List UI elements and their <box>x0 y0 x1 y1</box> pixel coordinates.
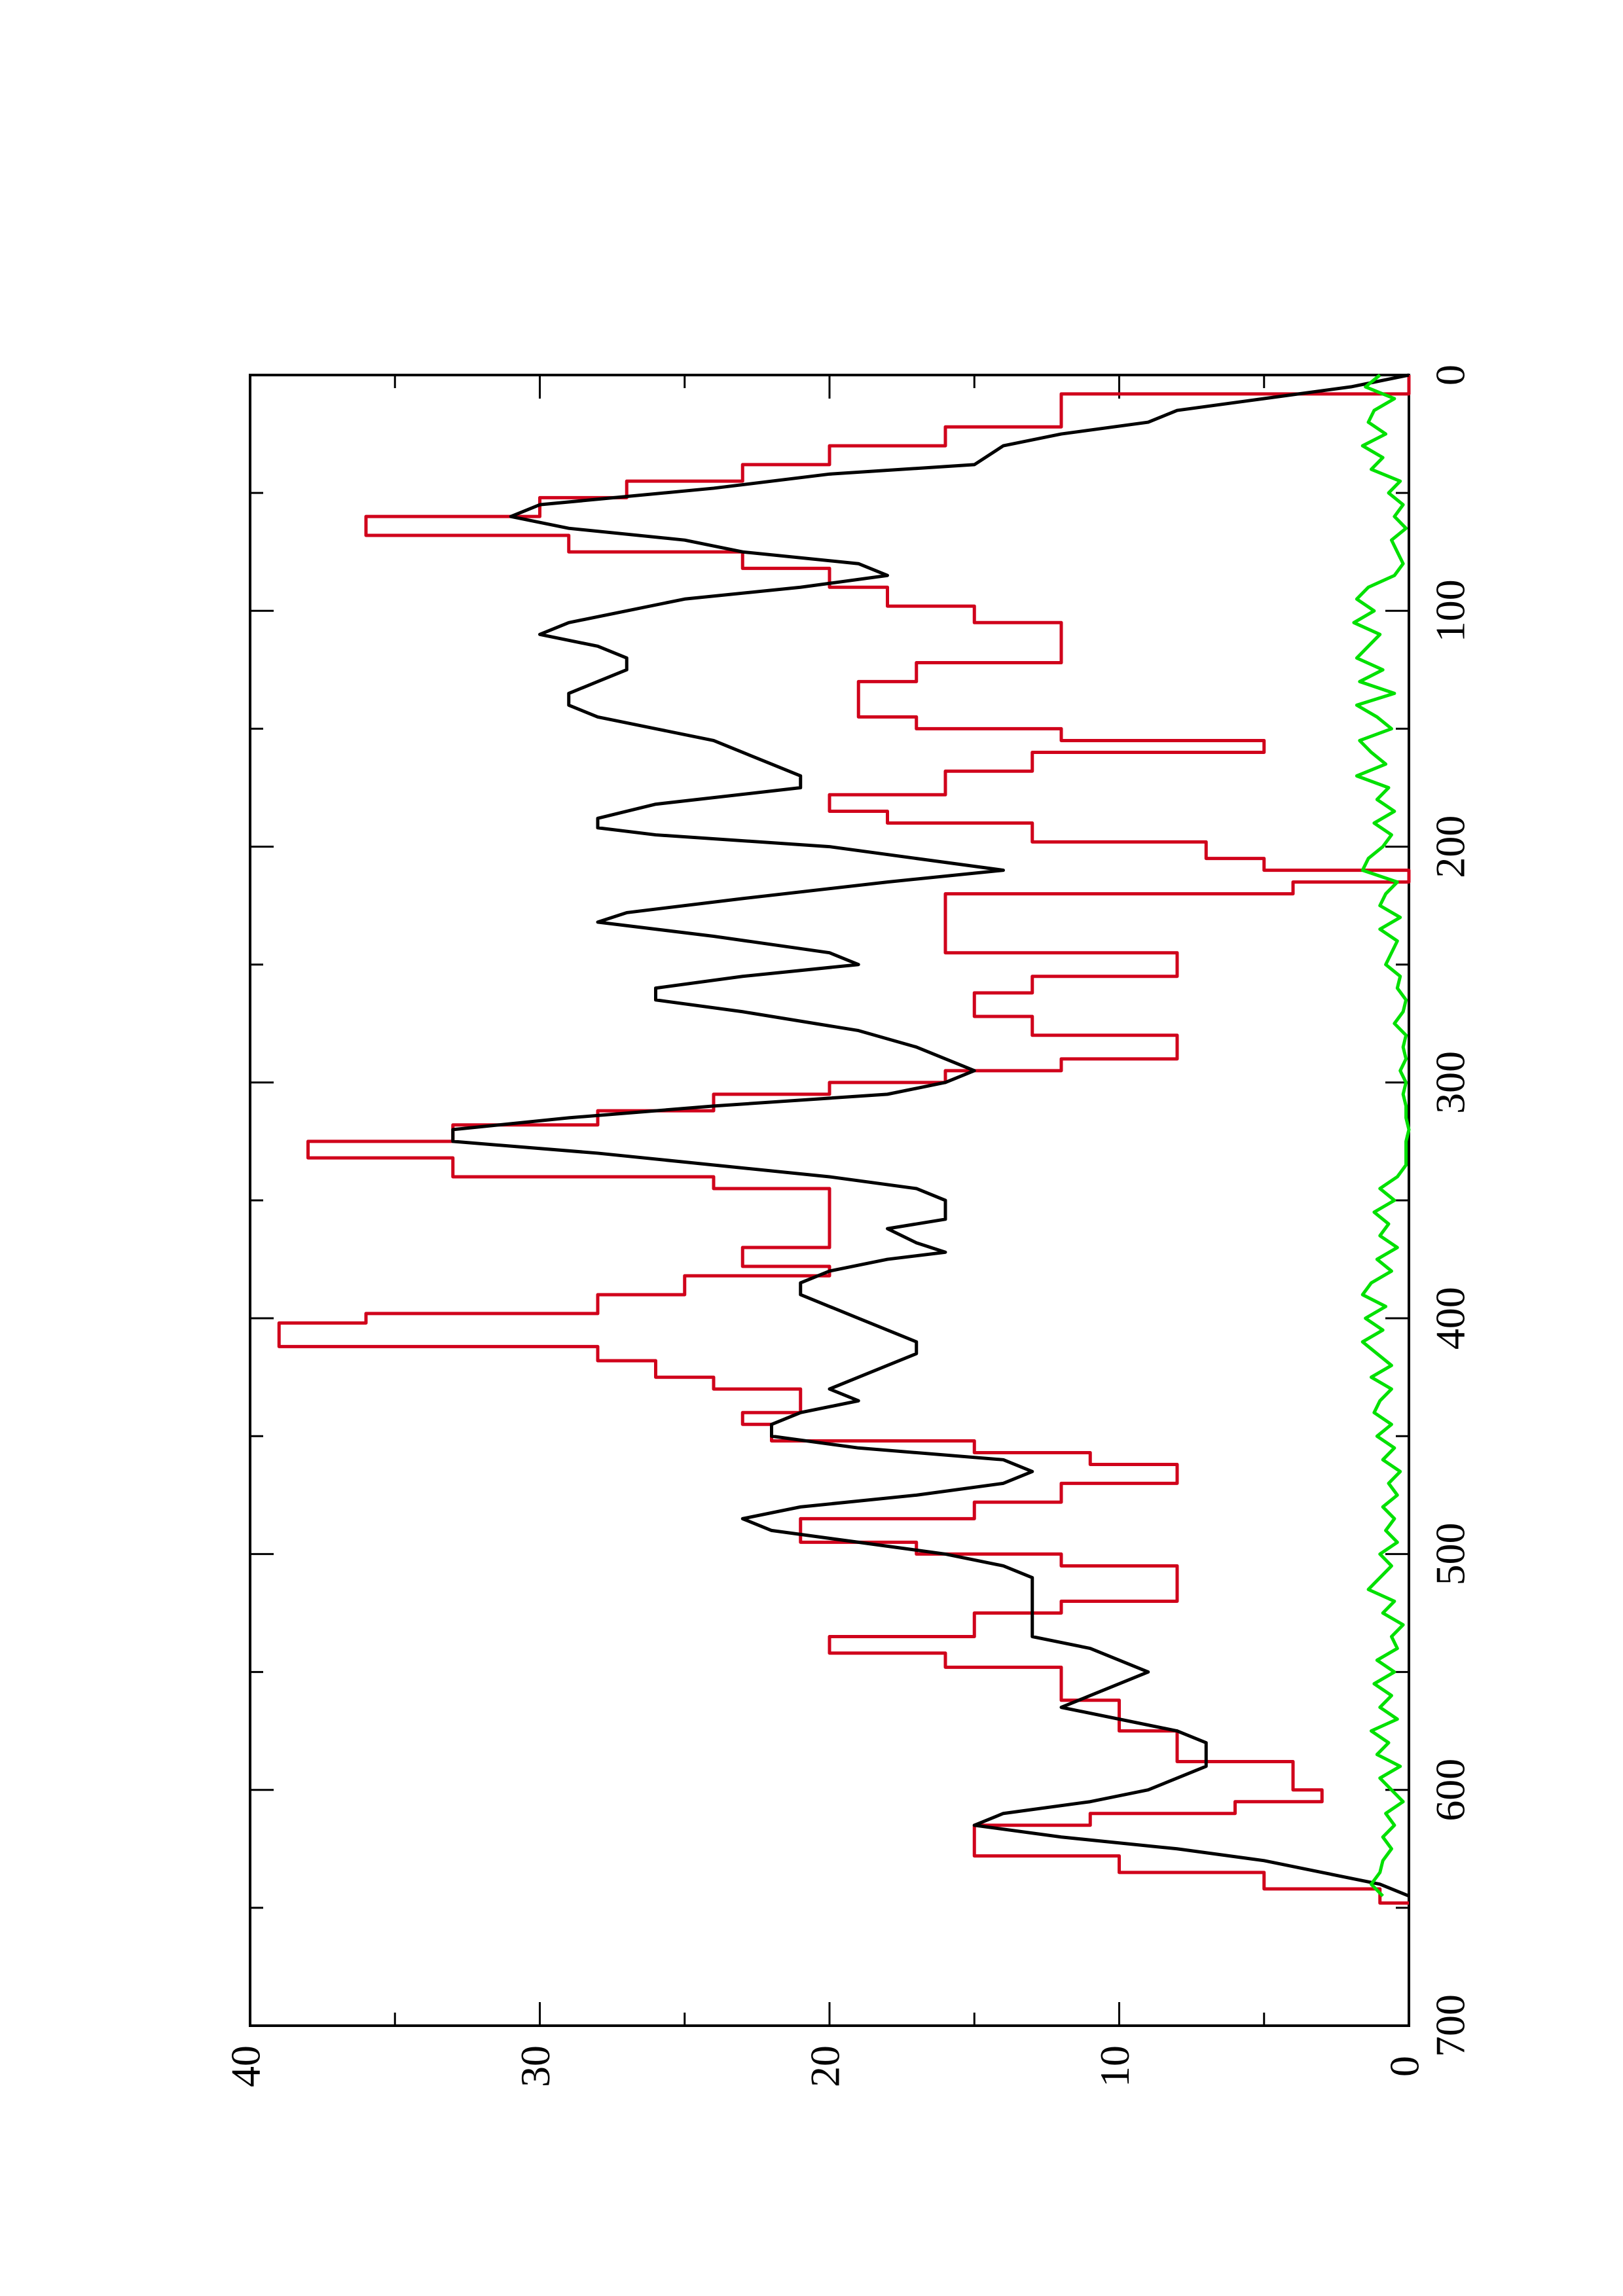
x-tick-label: 400 <box>1427 1287 1474 1350</box>
series-line-2 <box>451 373 1410 1898</box>
x-tick-label: 500 <box>1427 1522 1474 1585</box>
series-line-3 <box>1352 374 1411 1897</box>
x-tick-label: 0 <box>1427 365 1474 386</box>
x-tick-label: 200 <box>1427 816 1474 878</box>
y-tick-label: 0 <box>1381 2056 1428 2077</box>
y-tick-label: 30 <box>512 2045 558 2087</box>
x-tick-label: 300 <box>1427 1051 1474 1114</box>
y-tick-label: 40 <box>223 2045 269 2087</box>
x-tick-label: 100 <box>1427 579 1474 642</box>
y-tick-label: 10 <box>1091 2045 1138 2087</box>
series-layer <box>277 373 1411 1905</box>
x-tick-label: 600 <box>1427 1759 1474 1821</box>
x-tick-label: 700 <box>1427 1994 1474 2057</box>
y-tick-label: 20 <box>802 2045 848 2087</box>
series-line-1 <box>277 375 1411 1905</box>
axis-ticks <box>249 374 1410 2027</box>
